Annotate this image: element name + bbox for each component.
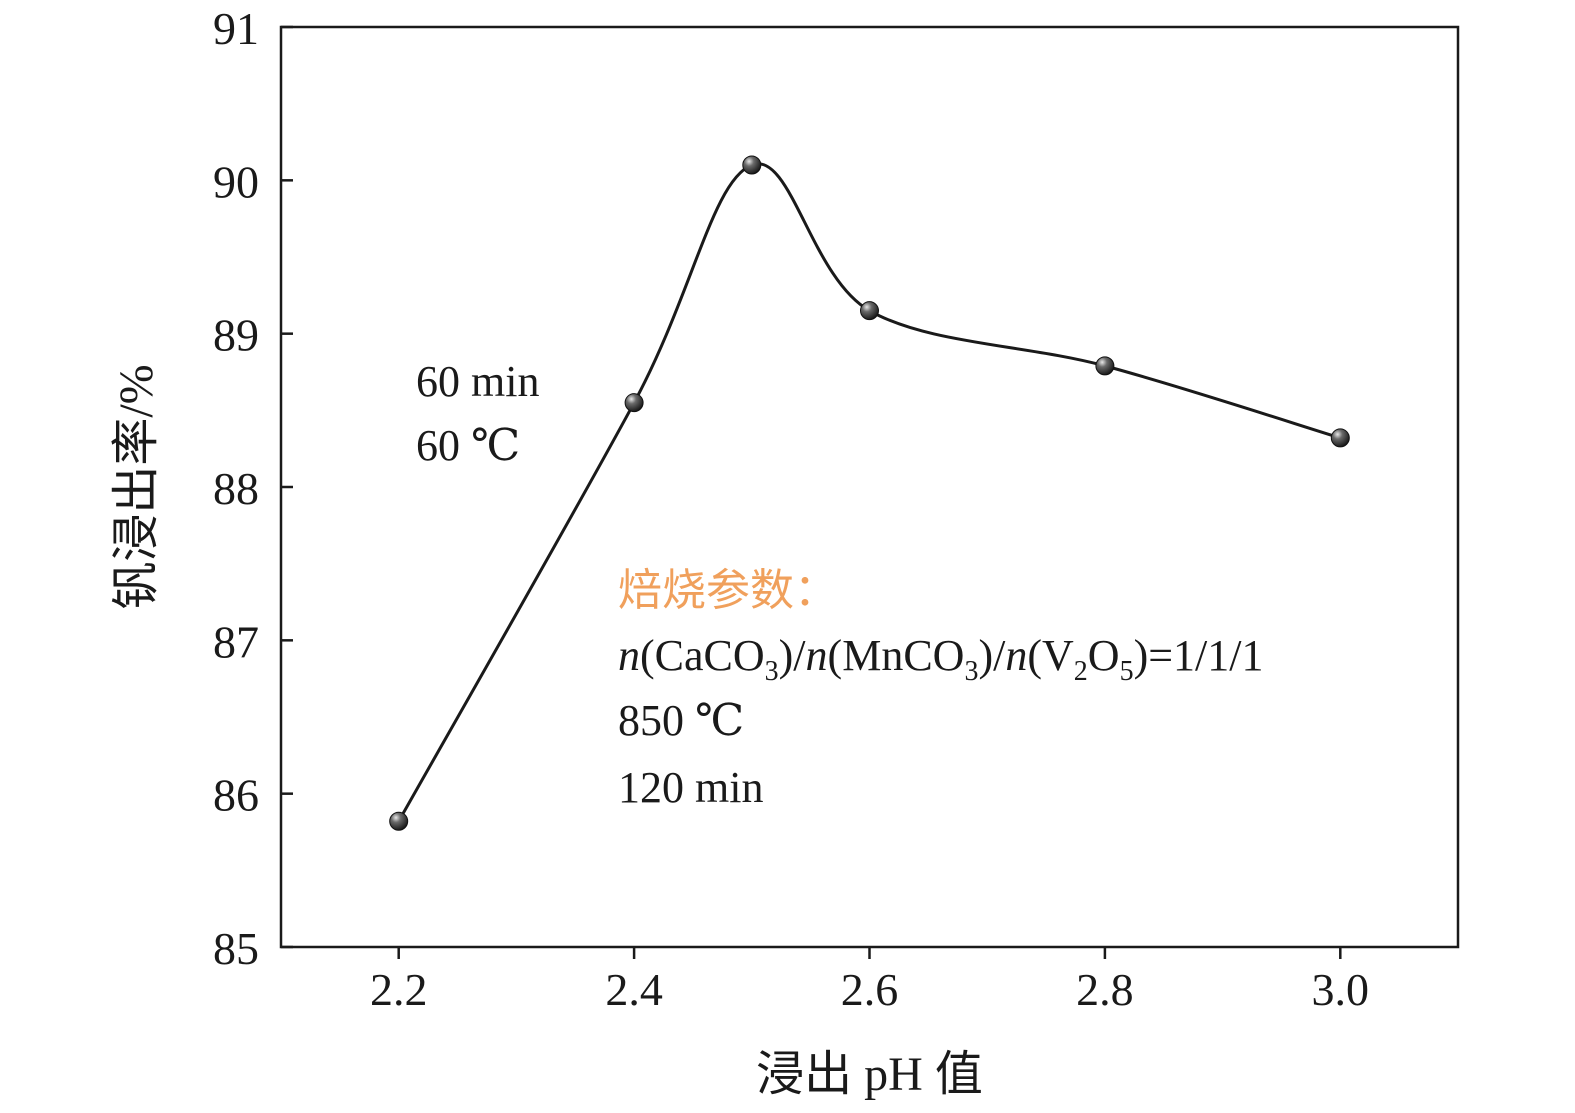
y-tick-label: 89 <box>213 310 259 361</box>
x-axis-title: 浸出 pH 值 <box>756 1048 983 1101</box>
molar-ratio-annotation: n(CaCO3)/n(MnCO3)/n(V2O5)=1/1/1 <box>618 631 1263 687</box>
leach-temperature-annotation: 60 ℃ <box>416 421 520 470</box>
y-tick-label: 85 <box>213 923 259 974</box>
x-tick-label: 2.6 <box>841 964 899 1015</box>
series-line <box>397 162 1341 823</box>
data-point <box>1330 428 1350 448</box>
data-point <box>860 301 879 321</box>
y-tick-label: 90 <box>213 156 259 207</box>
data-point <box>1095 356 1115 376</box>
x-tick-label: 2.8 <box>1076 964 1134 1015</box>
plot-frame <box>279 25 1460 949</box>
y-axis-title: 钒浸出率/% <box>110 364 163 609</box>
roast-time-annotation: 120 min <box>618 763 763 812</box>
leach-time-annotation: 60 min <box>416 357 539 406</box>
data-point <box>742 155 762 175</box>
x-tick-label: 3.0 <box>1312 964 1370 1015</box>
y-tick-label: 88 <box>213 463 259 514</box>
x-tick-label: 2.4 <box>605 964 663 1015</box>
chart-marks: 85 86 87 88 89 90 91 2.2 2.4 2.6 2.8 3.0 浸出 pH 值 钒浸出率… <box>110 3 1460 1101</box>
y-tick-label: 86 <box>213 770 259 821</box>
y-tick-label: 91 <box>213 3 259 54</box>
roast-temperature-annotation: 850 ℃ <box>618 696 744 745</box>
data-point <box>389 811 409 831</box>
data-point <box>624 393 644 413</box>
x-tick-label: 2.2 <box>370 964 428 1015</box>
roast-params-title: 焙烧参数： <box>618 566 838 615</box>
y-tick-label: 87 <box>213 616 259 667</box>
